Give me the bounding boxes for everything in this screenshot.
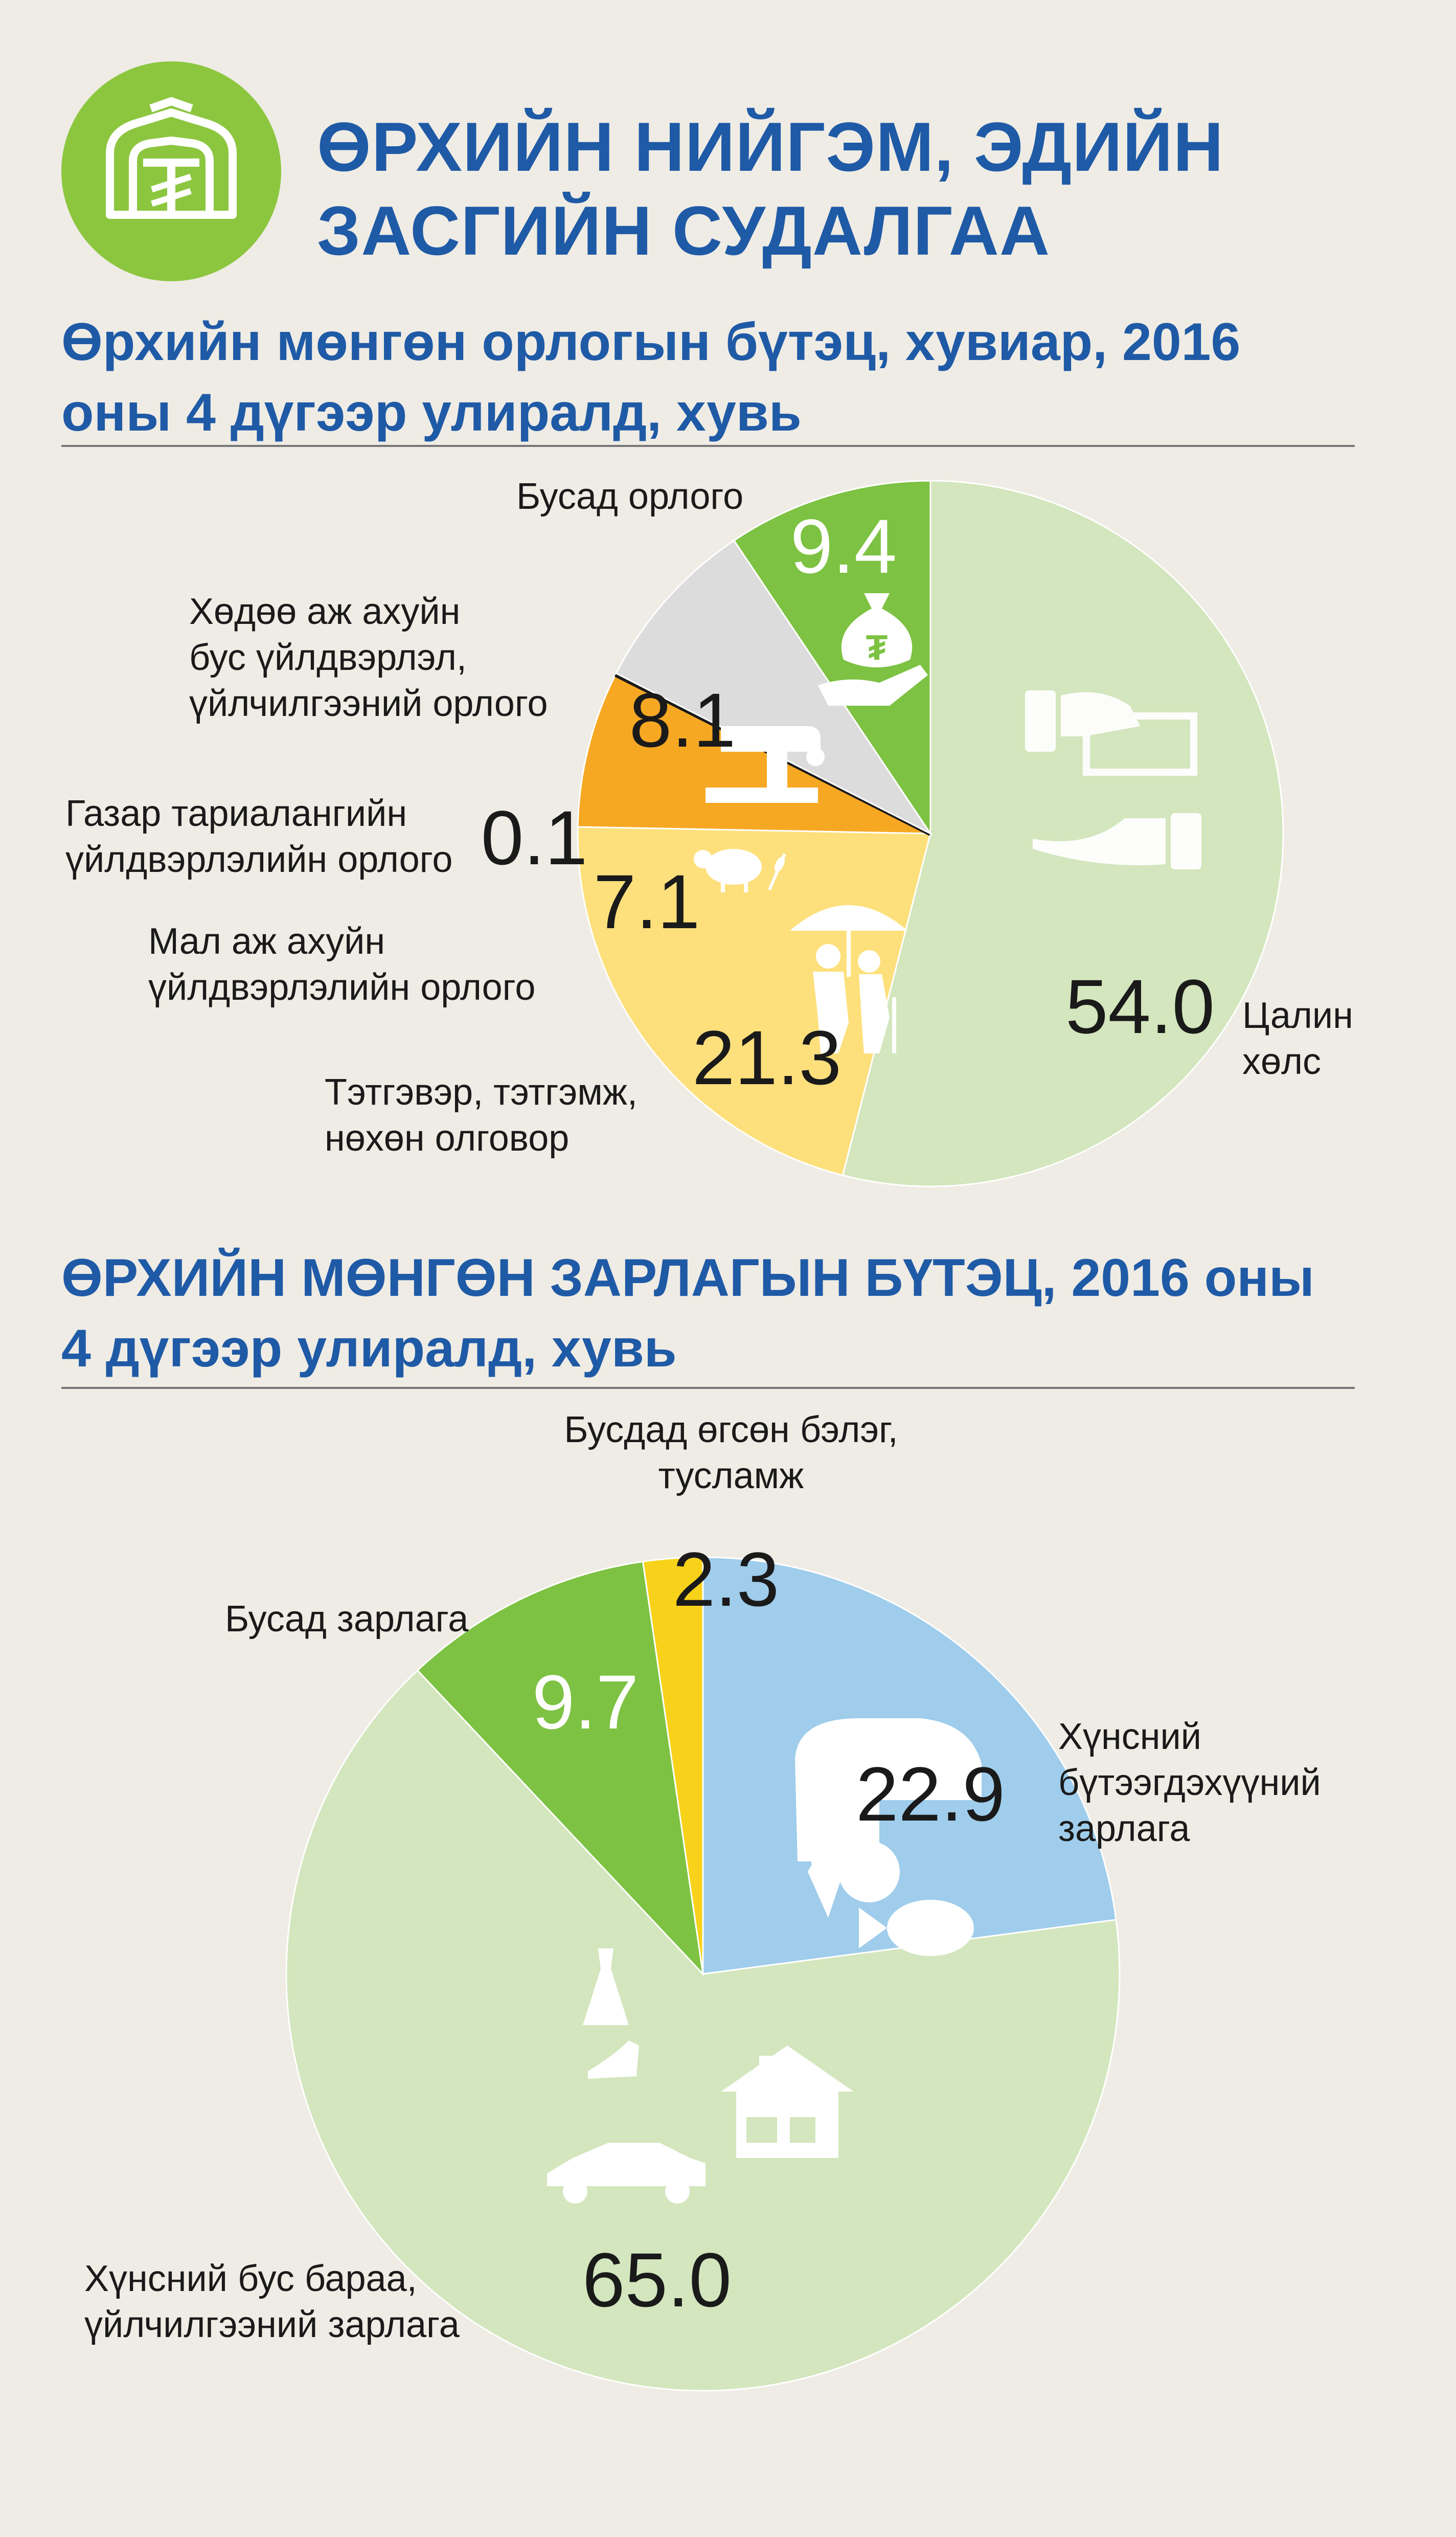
income-label-other: Бусад орлого <box>516 476 743 517</box>
income-divider <box>61 445 1355 447</box>
income-label-pension: Тэтгэвэр, тэтгэмж, нөхөн олговор <box>325 1072 638 1159</box>
income-label-salary: Цалин хөлс <box>1242 995 1353 1082</box>
elderly-umbrella-icon <box>790 905 907 1053</box>
expense-label-nonfood: Хүнсний бус бараа, үйлчилгээний зарлага <box>84 2258 460 2345</box>
page-title: ӨРХИЙН НИЙГЭМ, ЭДИЙН ЗАСГИЙН СУДАЛГАА <box>317 108 1224 270</box>
income-value-nonagri: 8.1 <box>629 677 736 763</box>
income-slice-4 <box>615 539 933 836</box>
sheep-wheat-icon <box>694 849 786 892</box>
income-value-livestock: 7.1 <box>594 859 700 945</box>
hand-money-icon <box>1025 690 1201 869</box>
expense-value-other: 9.7 <box>532 1659 639 1745</box>
house-car-dress-icon <box>547 1948 854 2204</box>
income-value-salary: 54.0 <box>1065 963 1215 1049</box>
expense-value-nonfood: 65.0 <box>582 2237 732 2323</box>
expense-label-food: Хүнсний бүтээгдэхүүний зарлага <box>1058 1716 1321 1849</box>
expense-value-food: 22.9 <box>856 1751 1005 1837</box>
expense-slice-1 <box>285 1669 1121 2392</box>
ger-tugrik-logo-icon <box>61 61 281 281</box>
food-icon <box>795 1718 982 1956</box>
expense-label-gifts: Бусдад өгсөн бэлэг, тусламж <box>564 1409 898 1496</box>
expense-label-other: Бусад зарлага <box>225 1599 469 1640</box>
expense-divider <box>61 1387 1355 1389</box>
expense-slice-2 <box>416 1560 704 1977</box>
expense-chart-title: ӨРХИЙН МӨНГӨН ЗАРЛАГЫН БҮТЭЦ, 2016 оны 4… <box>61 1248 1314 1378</box>
svg-text:₮: ₮ <box>866 627 888 667</box>
income-label-nonagri: Хөдөө аж ахуйн бус үйлдвэрлэл, үйлчилгээни… <box>189 591 548 724</box>
income-value-other: 9.4 <box>790 503 897 589</box>
income-chart-title: Өрхийн мөнгөн орлогын бүтэц, хувиар, 201… <box>61 312 1241 442</box>
income-slice-0 <box>841 480 1284 1187</box>
income-value-crop: 0.1 <box>481 795 588 881</box>
expense-pie-chart: 2.3 9.7 22.9 65.0 Бусдад өгсөн бэлэг, тус… <box>84 1409 1321 2392</box>
sewing-machine-icon <box>706 726 825 803</box>
income-label-livestock: Мал аж ахуйн үйлдвэрлэлийн орлого <box>148 921 535 1008</box>
income-value-pension: 21.3 <box>692 1015 841 1101</box>
expense-value-gifts: 2.3 <box>673 1536 780 1622</box>
income-slice-2 <box>577 674 931 835</box>
income-pie-chart: ₮ 54.0 21.3 7.1 0.1 8.1 9.4 Бусад орлого… <box>65 476 1353 1187</box>
expense-slice-3 <box>642 1556 704 1974</box>
income-label-crop: Газар тариалангийн үйлдвэрлэлийн орлого <box>65 793 452 880</box>
income-slice-5 <box>733 480 931 836</box>
money-bag-hand-icon: ₮ <box>818 593 928 706</box>
